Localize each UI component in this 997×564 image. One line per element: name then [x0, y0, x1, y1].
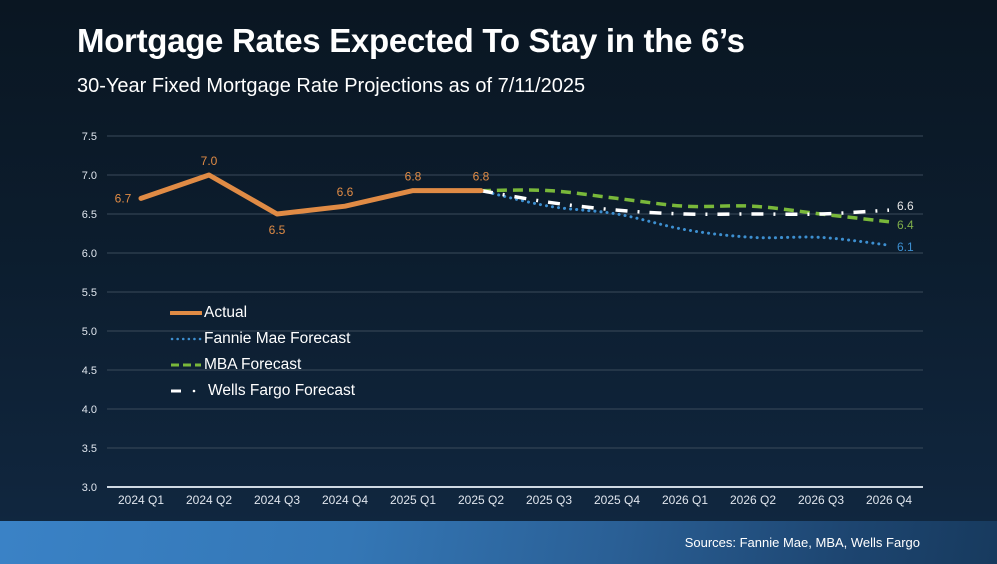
legend-swatch-actual	[170, 311, 202, 315]
series-lines	[138, 172, 891, 247]
data-label-fannie-mae: 6.1	[897, 240, 914, 254]
x-axis-ticks: 2024 Q1 2024 Q2 2024 Q3 2024 Q4 2025 Q1 2025 …	[118, 493, 912, 507]
x-tick-label: 2025 Q1	[390, 493, 436, 507]
x-tick-label: 2024 Q4	[322, 493, 368, 507]
y-tick-label: 4.0	[82, 404, 97, 416]
legend-swatch-mba	[171, 363, 201, 367]
legend-swatch-fannie-mae	[170, 337, 202, 341]
x-tick-label: 2025 Q2	[458, 493, 504, 507]
x-tick-label: 2026 Q3	[798, 493, 844, 507]
data-label-actual: 7.0	[201, 154, 218, 168]
x-tick-label: 2026 Q1	[662, 493, 708, 507]
legend-label: MBA Forecast	[204, 356, 302, 373]
series-line-actual	[138, 172, 484, 217]
page-title: Mortgage Rates Expected To Stay in the 6…	[77, 22, 745, 59]
data-label-mba: 6.4	[897, 218, 914, 232]
legend-item-wells-fargo: Wells Fargo Forecast	[170, 378, 355, 404]
y-tick-label: 3.0	[82, 482, 97, 494]
y-tick-label: 5.5	[82, 287, 97, 299]
x-tick-label: 2026 Q2	[730, 493, 776, 507]
legend-swatch-wells-fargo	[171, 389, 196, 393]
y-tick-label: 4.5	[82, 365, 97, 377]
y-tick-label: 6.5	[82, 209, 97, 221]
data-label-actual: 6.5	[269, 223, 286, 237]
series-line-mba	[480, 188, 890, 224]
y-tick-label: 6.0	[82, 248, 97, 260]
data-label-actual: 6.6	[337, 185, 354, 199]
legend-item-actual: Actual	[170, 300, 355, 326]
legend-label: Actual	[204, 304, 248, 321]
y-axis-ticks: 3.0 3.5 4.0 4.5 5.0 5.5 6.0 6.5 7.0 7.5	[82, 131, 97, 494]
legend-label: Wells Fargo Forecast	[208, 382, 356, 399]
line-chart: 3.03.54.04.55.05.56.06.57.07.5 2024 Q1 20…	[82, 131, 923, 507]
sources-note: Sources: Fannie Mae, MBA, Wells Fargo	[684, 535, 920, 550]
y-tick-label: 3.5	[82, 443, 97, 455]
page-subtitle: 30-Year Fixed Mortgage Rate Projections …	[77, 75, 586, 97]
data-label-wells-fargo: 6.6	[897, 199, 914, 213]
data-labels: 6.7 7.0 6.5 6.6 6.8 6.8 6.1 6.4 6.6	[115, 154, 914, 254]
series-line-wells-fargo	[480, 188, 890, 217]
x-tick-label: 2025 Q3	[526, 493, 572, 507]
x-tick-label: 2026 Q4	[866, 493, 912, 507]
legend-item-fannie-mae: Fannie Mae Forecast	[170, 326, 355, 352]
data-label-actual: 6.8	[473, 170, 490, 184]
legend-item-mba: MBA Forecast	[170, 352, 355, 378]
y-tick-label: 5.0	[82, 326, 97, 338]
data-label-actual: 6.8	[405, 170, 422, 184]
series-line-fannie-mae	[479, 189, 891, 247]
x-tick-label: 2025 Q4	[594, 493, 640, 507]
legend-label: Fannie Mae Forecast	[204, 330, 351, 347]
y-tick-label: 7.5	[82, 131, 97, 143]
x-tick-label: 2024 Q3	[254, 493, 300, 507]
footer-bar: Sources: Fannie Mae, MBA, Wells Fargo	[0, 521, 997, 564]
y-tick-label: 7.0	[82, 170, 97, 182]
x-tick-label: 2024 Q2	[186, 493, 232, 507]
x-tick-label: 2024 Q1	[118, 493, 164, 507]
legend: Actual Fannie Mae Forecast MBA Forecast …	[170, 300, 355, 404]
data-label-actual: 6.7	[115, 191, 132, 205]
